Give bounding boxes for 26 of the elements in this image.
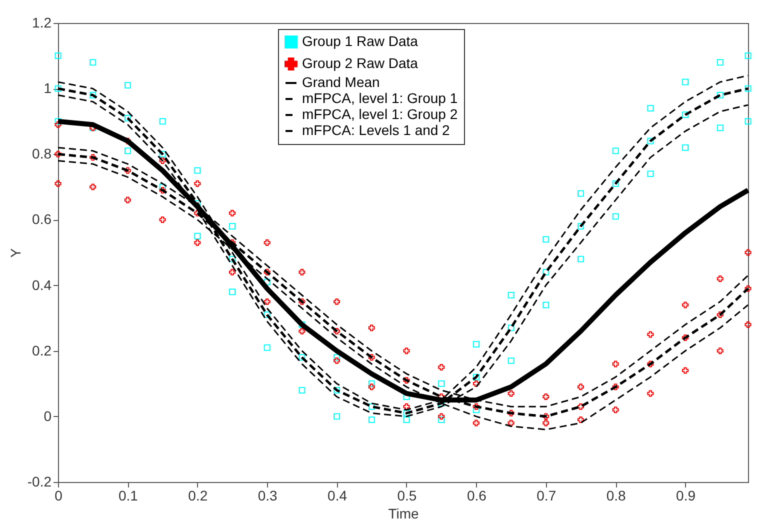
- y-tick-label: 1.2: [32, 14, 52, 30]
- y-tick-label: 0.8: [32, 146, 52, 162]
- y-axis-title: Y: [7, 248, 24, 258]
- y-tick-label: 1: [44, 80, 52, 96]
- x-tick-label: 0.1: [118, 488, 138, 504]
- x-tick-label: 0.5: [397, 488, 417, 504]
- legend-label: mFPCA, level 1: Group 2: [302, 106, 458, 122]
- x-tick-label: 0.6: [466, 488, 487, 504]
- y-tick-label: 0.2: [32, 342, 52, 358]
- legend-label: Group 1 Raw Data: [302, 33, 418, 49]
- y-tick-label: 0: [44, 408, 52, 424]
- x-tick-label: 0.4: [328, 488, 348, 504]
- legend-label: mFPCA: Levels 1 and 2: [302, 122, 450, 138]
- legend-label: Group 2 Raw Data: [302, 55, 418, 71]
- x-axis-title: Time: [388, 506, 420, 522]
- legend-label: mFPCA, level 1: Group 1: [302, 90, 458, 106]
- y-tick-label: 0.6: [32, 211, 52, 228]
- x-tick-label: 0.7: [536, 488, 556, 504]
- y-tick-label: 0.4: [32, 276, 52, 293]
- y-tick-label: -0.2: [27, 474, 52, 490]
- legend-label: Grand Mean: [302, 74, 380, 90]
- x-tick-label: 0.8: [606, 488, 626, 504]
- x-tick-label: 0.2: [188, 488, 208, 504]
- x-tick-label: 0.9: [676, 488, 696, 504]
- x-tick-label: 0: [54, 488, 63, 504]
- x-tick-label: 0.3: [258, 488, 278, 504]
